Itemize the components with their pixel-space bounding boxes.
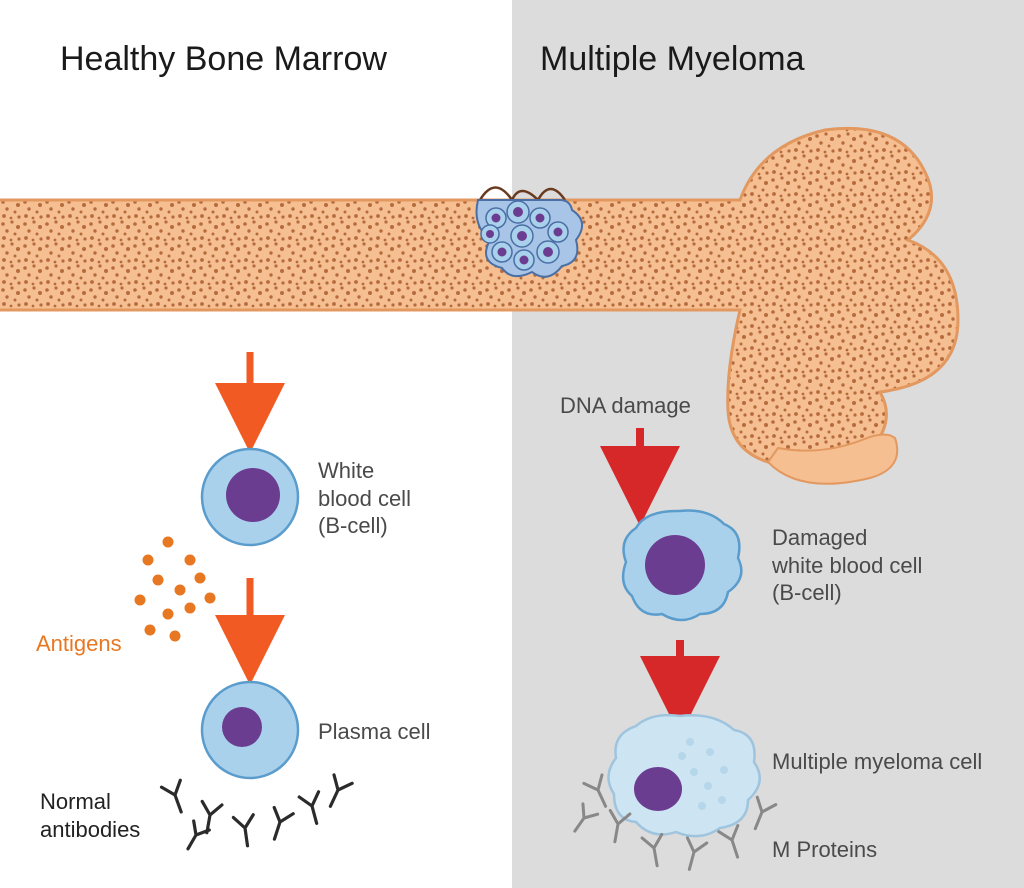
label-damaged-bcell: Damaged white blood cell (B-cell) <box>772 524 922 607</box>
label-plasma-cell: Plasma cell <box>318 718 430 746</box>
label-normal-antibodies: Normal antibodies <box>40 788 140 843</box>
label-dna-damage: DNA damage <box>560 392 691 420</box>
panel-healthy <box>0 0 512 888</box>
label-m-proteins: M Proteins <box>772 836 877 864</box>
title-healthy: Healthy Bone Marrow <box>60 40 387 79</box>
label-antigens: Antigens <box>36 630 122 658</box>
title-myeloma: Multiple Myeloma <box>540 40 805 79</box>
label-white-blood-cell: White blood cell (B-cell) <box>318 457 411 540</box>
label-myeloma-cell: Multiple myeloma cell <box>772 748 982 776</box>
